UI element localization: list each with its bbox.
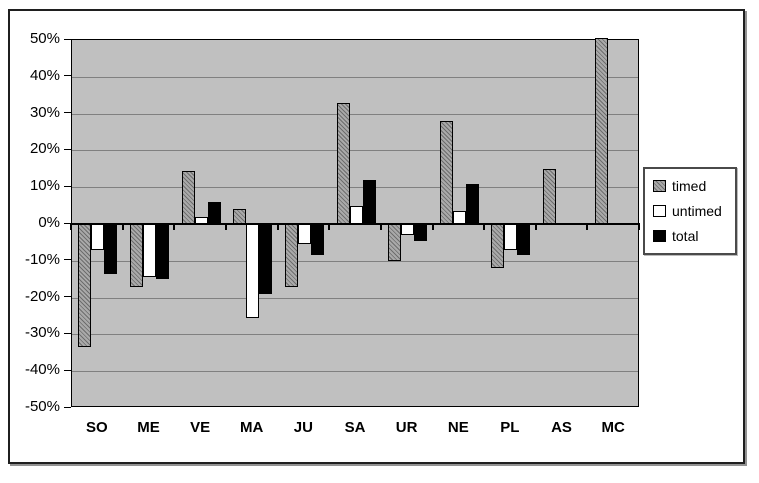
bar-timed-JU [284,224,298,287]
category-axis-tick [431,223,434,230]
x-axis-label-JU: JU [293,419,313,436]
bar-timed-UR [388,224,402,261]
y-axis-tick [64,112,71,114]
bar-total-UR [414,224,428,241]
legend-label-untimed: untimed [672,203,722,219]
x-axis-label-SO: SO [85,419,108,436]
category-axis-tick [483,223,486,230]
y-axis-label-20%: 20% [29,140,60,158]
x-axis-label-NE: NE [447,419,469,436]
category-axis-tick [121,223,124,230]
bar-timed-PL [491,224,505,269]
y-axis-label--50%: -50% [24,398,60,415]
bar-untimed-JU [297,224,311,245]
bar-timed-MC [594,38,608,224]
x-axis-label-MA: MA [240,419,264,436]
gridline-20 [72,150,638,152]
gridline--10 [72,260,638,262]
gridline-10 [72,187,638,189]
y-axis-tick [64,148,71,150]
gridline--40 [72,371,638,373]
y-axis-tick [64,75,71,77]
legend-label-timed: timed [672,178,707,194]
gridline-30 [72,113,638,115]
bar-untimed-SA [349,205,363,224]
chart-frame: 50% 40% 30% 20% 10% 0% -10% -20% -30% -40% -50% SO M… [8,9,745,464]
bar-timed-NE [439,121,453,224]
y-axis-label-40%: 40% [29,66,60,84]
category-axis-tick [328,223,331,230]
bar-timed-SO [78,224,92,348]
category-axis-tick [534,223,537,230]
y-axis-tick [64,259,71,261]
legend-item-timed: timed [653,178,727,194]
y-axis-label--30%: -30% [24,324,60,342]
x-axis-label-MC: MC [601,419,625,436]
y-axis-label-10%: 10% [29,177,60,195]
y-axis-label-30%: 30% [29,103,60,121]
y-axis-tick [64,222,71,224]
category-axis-tick [276,223,279,230]
y-axis-label--40%: -40% [24,361,60,379]
untimed-swatch-icon [653,205,666,217]
bar-timed-AS [543,168,556,224]
legend-item-total: total [653,228,727,244]
plot-area [71,38,639,407]
bar-total-NE [465,183,479,224]
gridline--30 [72,334,638,336]
y-axis-tick [64,406,71,408]
bar-untimed-ME [143,224,156,278]
bar-total-SA [362,179,376,224]
bar-total-ME [156,224,169,280]
bar-total-MA [259,224,273,294]
x-axis-label-UR: UR [395,419,418,436]
y-axis-label-0%: 0% [38,214,60,231]
x-axis-label-PL: PL [500,419,520,436]
x-axis-label-ME: ME [137,419,160,436]
category-axis-tick [173,223,176,230]
category-axis-tick [586,223,589,230]
y-axis-label--20%: -20% [24,287,60,305]
x-axis-label-SA: SA [344,419,366,436]
legend-item-untimed: untimed [653,203,727,219]
x-axis-label-AS: AS [551,419,572,436]
category-axis-tick [379,223,382,230]
bar-total-PL [517,224,531,256]
total-swatch-icon [653,230,666,242]
y-axis-tick [64,38,71,40]
bar-timed-MA [233,209,247,224]
x-axis-zero-line [72,223,638,225]
x-axis-label-VE: VE [190,419,211,436]
bar-untimed-MA [246,224,260,318]
category-axis-tick [70,223,72,230]
y-axis-label-50%: 50% [29,30,60,47]
category-axis-tick [224,223,227,230]
bar-timed-SA [336,102,350,224]
bar-timed-ME [130,224,143,287]
bar-untimed-UR [401,224,415,235]
y-axis-label--10%: -10% [24,250,60,268]
y-axis-tick [64,296,71,298]
bar-total-VE [207,201,221,224]
timed-swatch-icon [653,180,666,192]
bar-timed-VE [181,170,195,224]
y-axis-tick [64,332,71,334]
bar-total-SO [104,224,118,274]
legend: timed untimed total [643,167,737,255]
y-axis-tick [64,369,71,371]
bar-untimed-SO [91,224,105,250]
bar-total-JU [310,224,324,256]
bar-untimed-PL [504,224,518,250]
legend-label-total: total [672,228,699,244]
category-axis-tick [638,223,640,230]
gridline-40 [72,76,638,78]
gridline--20 [72,297,638,299]
y-axis-tick [64,185,71,187]
